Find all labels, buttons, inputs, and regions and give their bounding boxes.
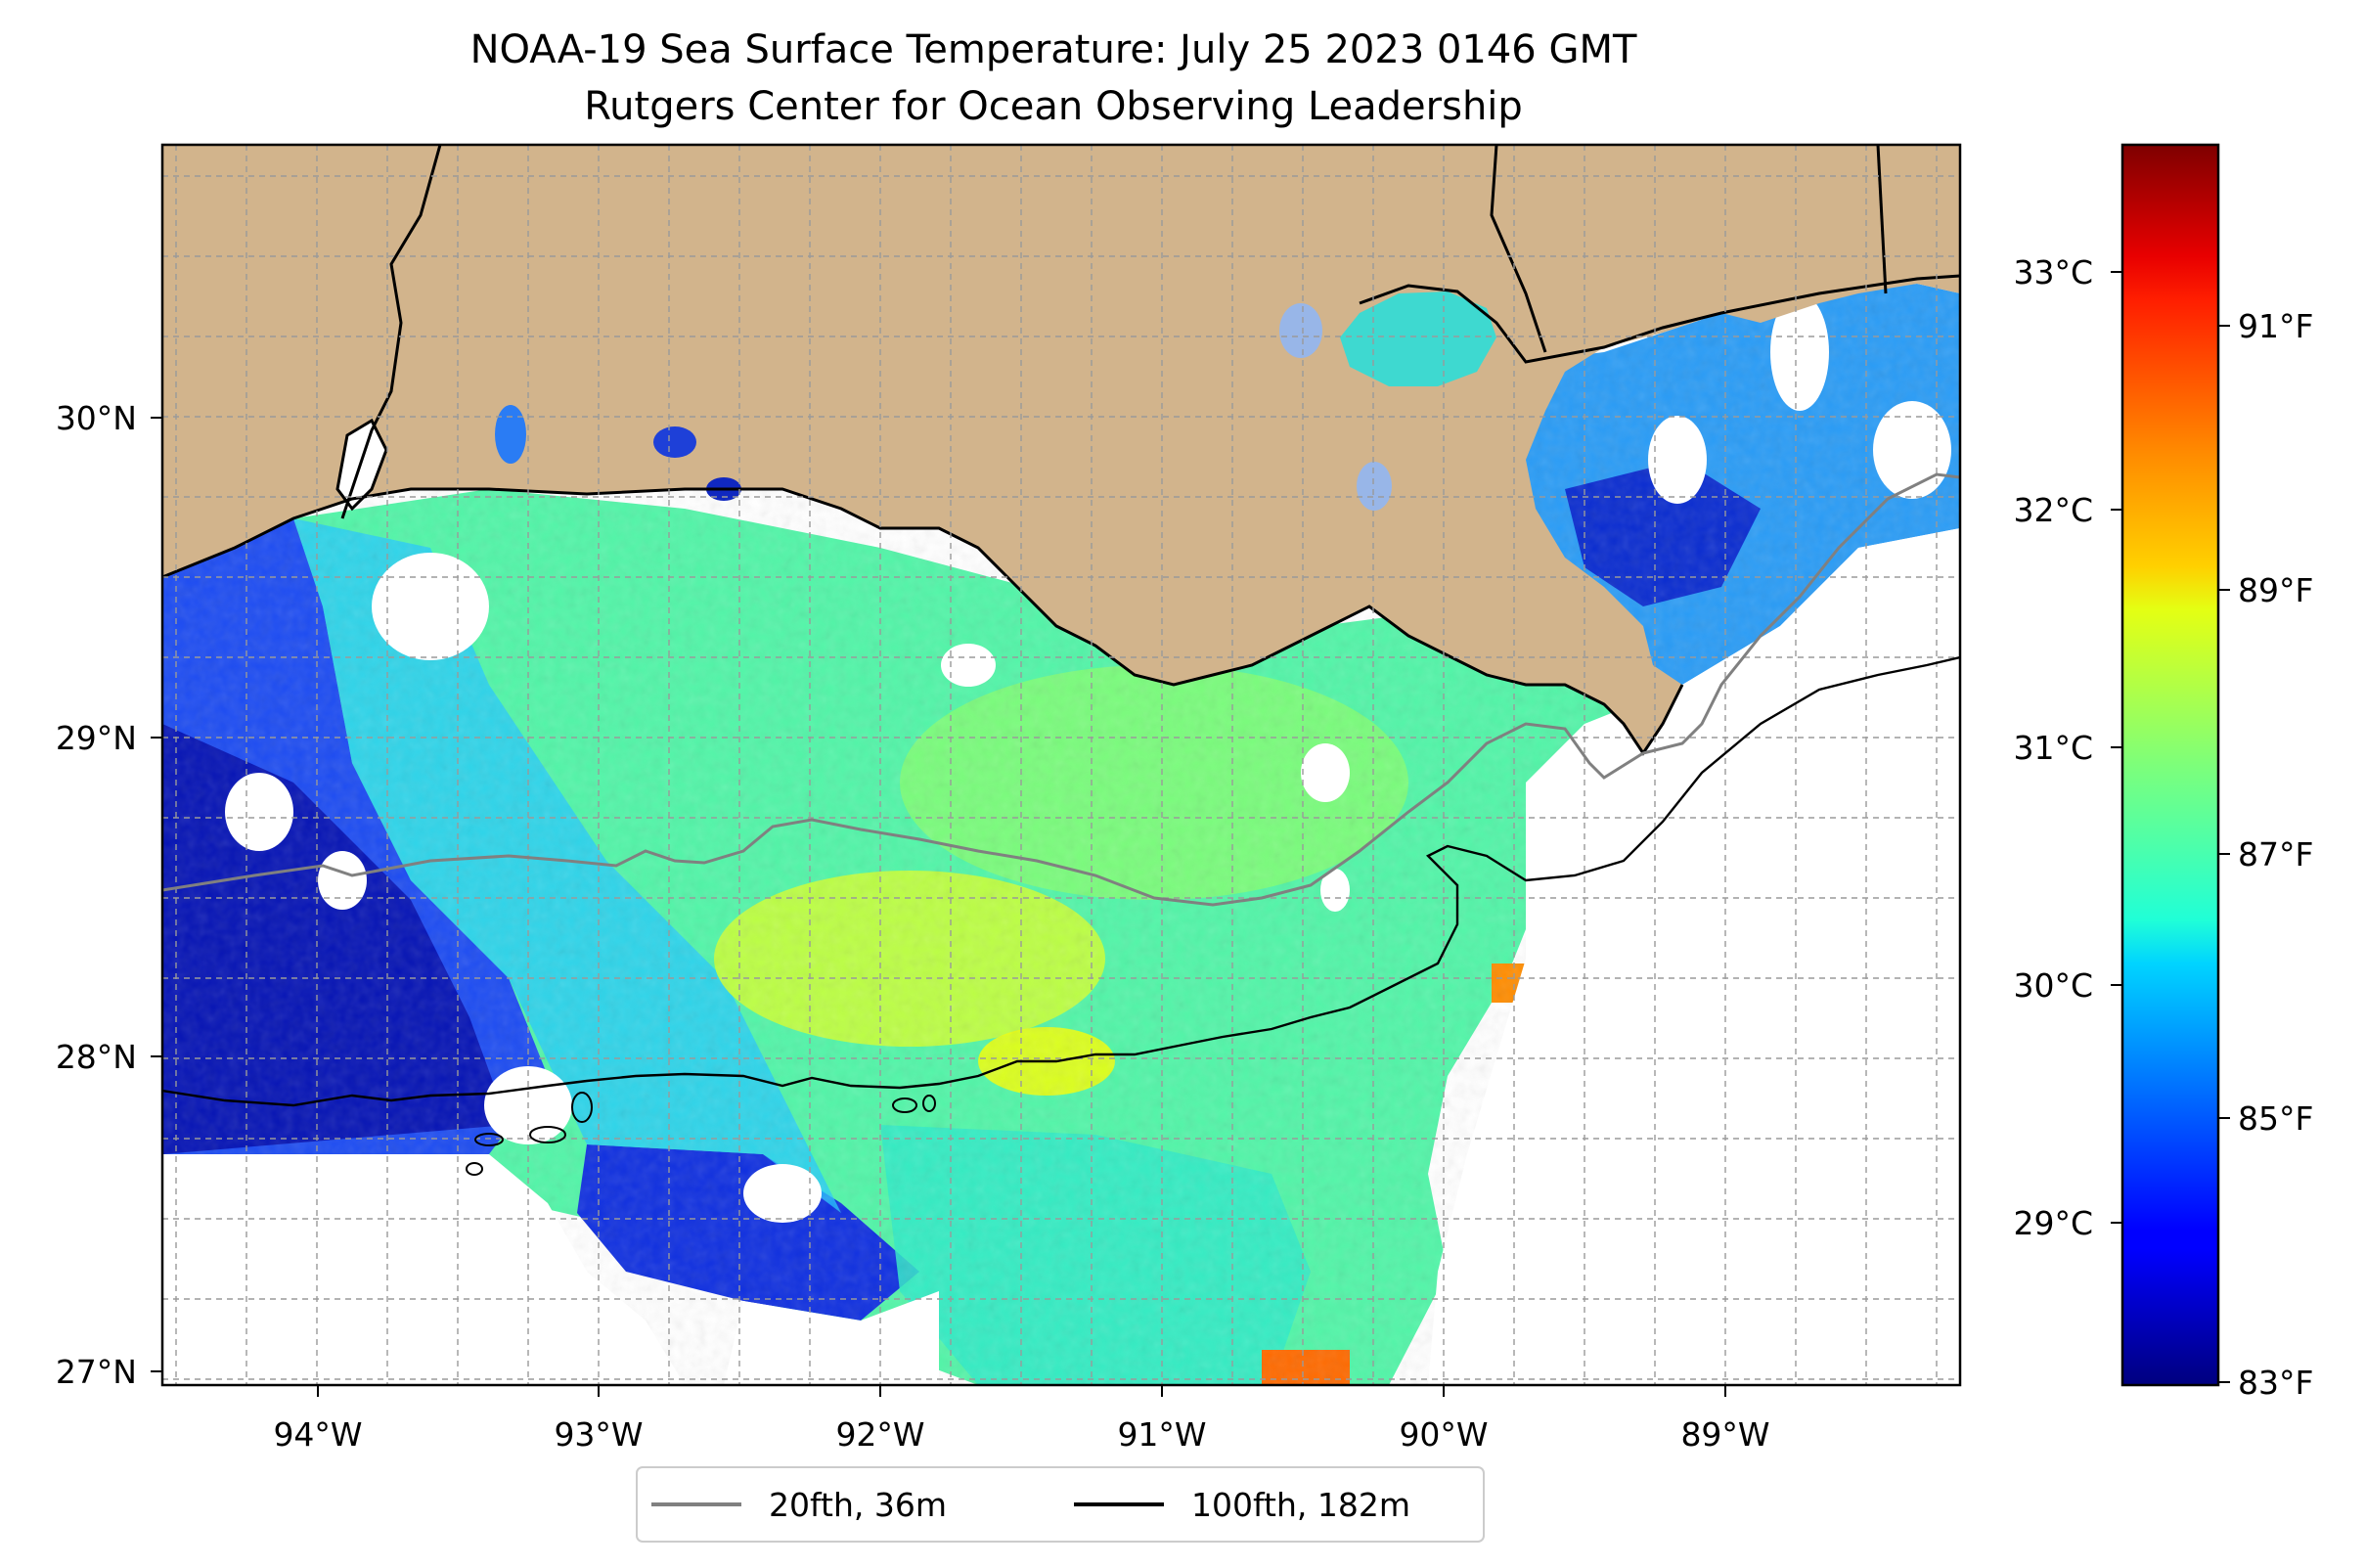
- y-ticks: [151, 417, 162, 1372]
- state-border-alabama: [1876, 145, 1888, 294]
- colorbar-fahrenheit-label: 83°F: [2238, 1364, 2313, 1402]
- isobath-20fth: [162, 472, 1960, 907]
- x-tick-label: 90°W: [1399, 1415, 1488, 1454]
- colorbar-celsius-label: 33°C: [2013, 253, 2093, 291]
- cloud-gap-d2: [1770, 293, 1829, 411]
- cloud-gaps: [162, 293, 1960, 1385]
- legend-box: [636, 1466, 1485, 1543]
- graticule: [162, 145, 1960, 1385]
- lake-sabine: [335, 418, 388, 512]
- x-ticks: [317, 1385, 1726, 1397]
- map-title-line1: NOAA-19 Sea Surface Temperature: July 25…: [470, 27, 1637, 72]
- lake-grand: [653, 426, 696, 458]
- colorbar-fahrenheit-ticks: [2218, 325, 2230, 1383]
- coastlines: [162, 145, 1960, 756]
- cloud-gap-c1: [941, 644, 996, 687]
- colorbar-celsius-label: 29°C: [2013, 1204, 2093, 1242]
- isobath-legend: 20fth, 36m 100fth, 182m: [636, 1466, 1485, 1543]
- y-tick-label: 27°N: [56, 1353, 137, 1391]
- cloud-gap-d3: [1873, 401, 1951, 499]
- y-tick-label: 30°N: [56, 399, 137, 437]
- x-tick-label: 94°W: [273, 1415, 362, 1454]
- cloud-gap-w2: [318, 851, 367, 910]
- lake-calcasieu: [495, 405, 526, 464]
- colorbar-celsius-ticks: [2111, 271, 2122, 1224]
- cloud-gap-east: [1428, 528, 1960, 1385]
- x-tick-label: 91°W: [1117, 1415, 1206, 1454]
- cloud-gap-d1: [1648, 416, 1707, 504]
- cloud-gap-south-mid: [724, 1291, 939, 1385]
- map-title-line2: Rutgers Center for Ocean Observing Leade…: [584, 84, 1523, 129]
- isobath-100fth: [162, 655, 1960, 1107]
- y-tick-label: 28°N: [56, 1038, 137, 1076]
- colorbar-celsius-labels: 29°C 30°C 31°C 32°C 33°C: [2013, 253, 2093, 1242]
- map-panel: [162, 145, 1960, 1385]
- colorbar-fahrenheit-label: 85°F: [2238, 1099, 2313, 1138]
- legend-label-20fth: 20fth, 36m: [769, 1486, 947, 1524]
- colorbar-celsius-label: 32°C: [2013, 491, 2093, 529]
- colorbar-fahrenheit-label: 89°F: [2238, 571, 2313, 609]
- cloud-gap-nw: [372, 553, 489, 660]
- colorbar: 29°C 30°C 31°C 32°C 33°C 83°F 85°F 87°F …: [2013, 143, 2313, 1402]
- map-frame: [160, 143, 1962, 1387]
- lake-pontchartrain: [1340, 291, 1496, 386]
- coastline-main: [162, 487, 1684, 756]
- land-louisiana: [162, 145, 1960, 753]
- colorbar-fahrenheit-label: 87°F: [2238, 835, 2313, 874]
- x-tick-label: 89°W: [1680, 1415, 1769, 1454]
- x-tick-label: 92°W: [835, 1415, 924, 1454]
- cloud-gap-sw3: [743, 1164, 822, 1223]
- colorbar-fahrenheit-labels: 83°F 85°F 87°F 89°F 91°F: [2238, 307, 2313, 1402]
- colorbar-celsius-label: 31°C: [2013, 729, 2093, 767]
- lake-maurepas: [1279, 303, 1322, 358]
- x-tick-label: 93°W: [554, 1415, 643, 1454]
- cloud-gap-south-west: [162, 1154, 685, 1385]
- shelf-edge-banks: [466, 1092, 936, 1176]
- y-tick-label: 29°N: [56, 719, 137, 757]
- lake-inland: [1357, 462, 1392, 511]
- cloud-gap-c3: [1320, 869, 1350, 912]
- y-tick-labels: 30°N 29°N 28°N 27°N: [56, 399, 137, 1391]
- colorbar-fahrenheit-label: 91°F: [2238, 307, 2313, 345]
- state-border-mississippi: [1490, 145, 1547, 353]
- state-border-texas: [340, 145, 442, 519]
- coastline-delta-upper: [1359, 274, 1960, 364]
- colorbar-celsius-label: 30°C: [2013, 966, 2093, 1005]
- x-tick-labels: 94°W 93°W 92°W 91°W 90°W 89°W: [273, 1415, 1769, 1454]
- cloud-gap-w1: [225, 773, 293, 851]
- cloud-gap-c2: [1301, 743, 1350, 802]
- colorbar-gradient: [2120, 143, 2220, 1387]
- legend-label-100fth: 100fth, 182m: [1191, 1486, 1410, 1524]
